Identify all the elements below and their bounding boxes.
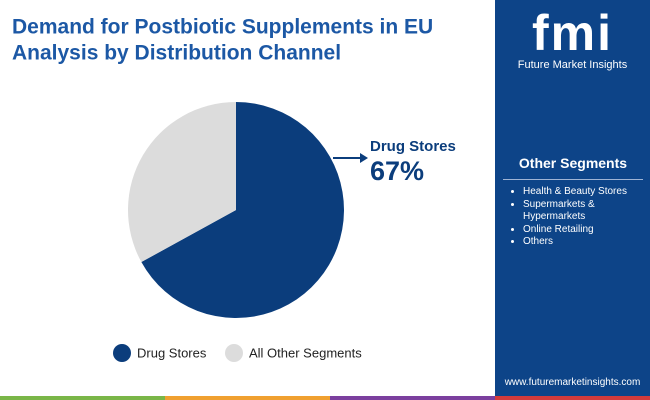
legend-label: All Other Segments <box>249 345 362 360</box>
legend-swatch <box>113 344 131 362</box>
segment-item: Others <box>523 236 648 249</box>
legend-swatch <box>225 344 243 362</box>
pie-slice <box>141 102 344 318</box>
segments-list: Health & Beauty StoresSupermarkets & Hyp… <box>507 186 648 249</box>
logo: fmi <box>532 5 613 61</box>
value-label: 67% <box>370 156 424 186</box>
chart-title: Demand for Postbiotic Supplements in EU <box>12 16 433 39</box>
chart-subtitle: Analysis by Distribution Channel <box>12 42 341 65</box>
pie-slice <box>128 102 236 263</box>
segments-heading: Other Segments <box>503 155 643 180</box>
brand: Future Market Insights <box>517 59 628 71</box>
segment-item: Supermarkets & Hypermarkets <box>523 199 648 224</box>
footer-strip <box>330 396 495 400</box>
callout-label: Drug Stores <box>370 138 456 155</box>
footer-strip <box>0 396 165 400</box>
footer-strip <box>495 396 650 400</box>
legend-label: Drug Stores <box>137 345 207 360</box>
footer-strip <box>165 396 330 400</box>
callout-arrowhead <box>360 153 368 163</box>
website: www.futuremarketinsights.com <box>504 377 641 388</box>
segment-item: Online Retailing <box>523 224 648 237</box>
segment-item: Health & Beauty Stores <box>523 186 648 199</box>
sidebar: fmi Future Market Insights Other Segment… <box>495 0 650 396</box>
